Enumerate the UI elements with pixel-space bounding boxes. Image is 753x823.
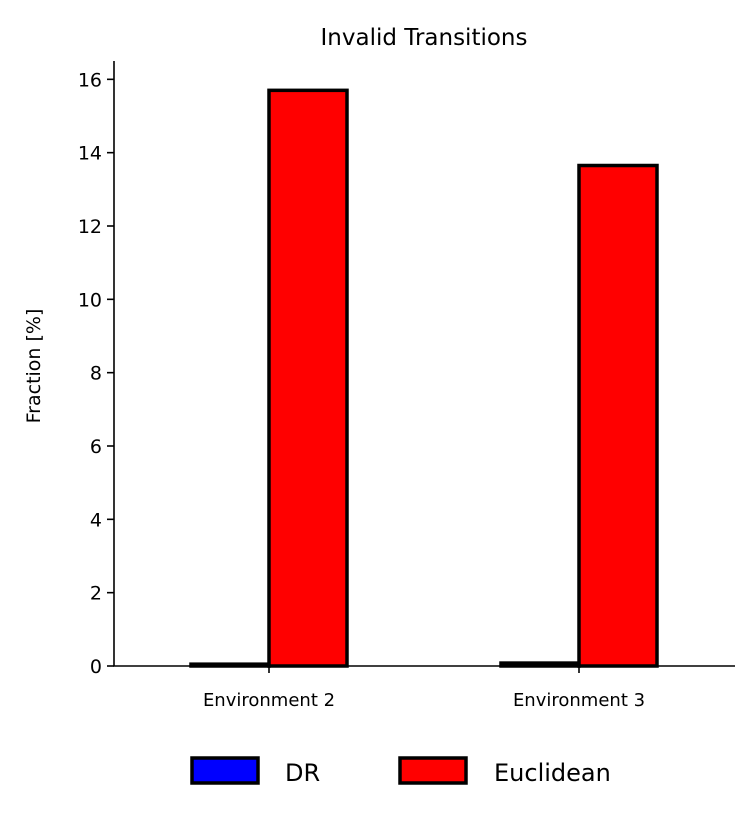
legend-label-euclidean: Euclidean xyxy=(494,759,611,787)
y-tick-label: 16 xyxy=(78,69,102,91)
legend-swatch-dr xyxy=(190,756,260,785)
bar-euclidean-environment-3 xyxy=(577,163,659,668)
x-tick-label: Environment 3 xyxy=(513,690,645,711)
ticks-layer: 0 2 4 6 8 10 12 14 16 Environment 2 Environment 3 xyxy=(78,69,645,711)
legend-swatch-euclidean xyxy=(398,756,468,785)
y-tick-label: 4 xyxy=(90,509,102,531)
axes-layer xyxy=(113,61,735,667)
y-axis-label: Fraction [%] xyxy=(23,309,45,424)
x-tick-label: Environment 2 xyxy=(203,690,335,711)
y-tick-label: 6 xyxy=(90,436,102,458)
y-tick-label: 12 xyxy=(78,216,102,238)
legend-label-dr: DR xyxy=(285,759,320,787)
legend: DR Euclidean xyxy=(190,756,611,787)
chart-title: Invalid Transitions xyxy=(321,25,528,51)
bars-layer xyxy=(189,88,659,668)
y-tick-label: 14 xyxy=(78,143,102,165)
y-tick-label: 2 xyxy=(90,583,102,605)
bar-euclidean-environment-2 xyxy=(267,88,349,668)
y-tick-label: 8 xyxy=(90,363,102,385)
y-tick-label: 0 xyxy=(90,656,102,678)
y-tick-label: 10 xyxy=(78,289,102,311)
